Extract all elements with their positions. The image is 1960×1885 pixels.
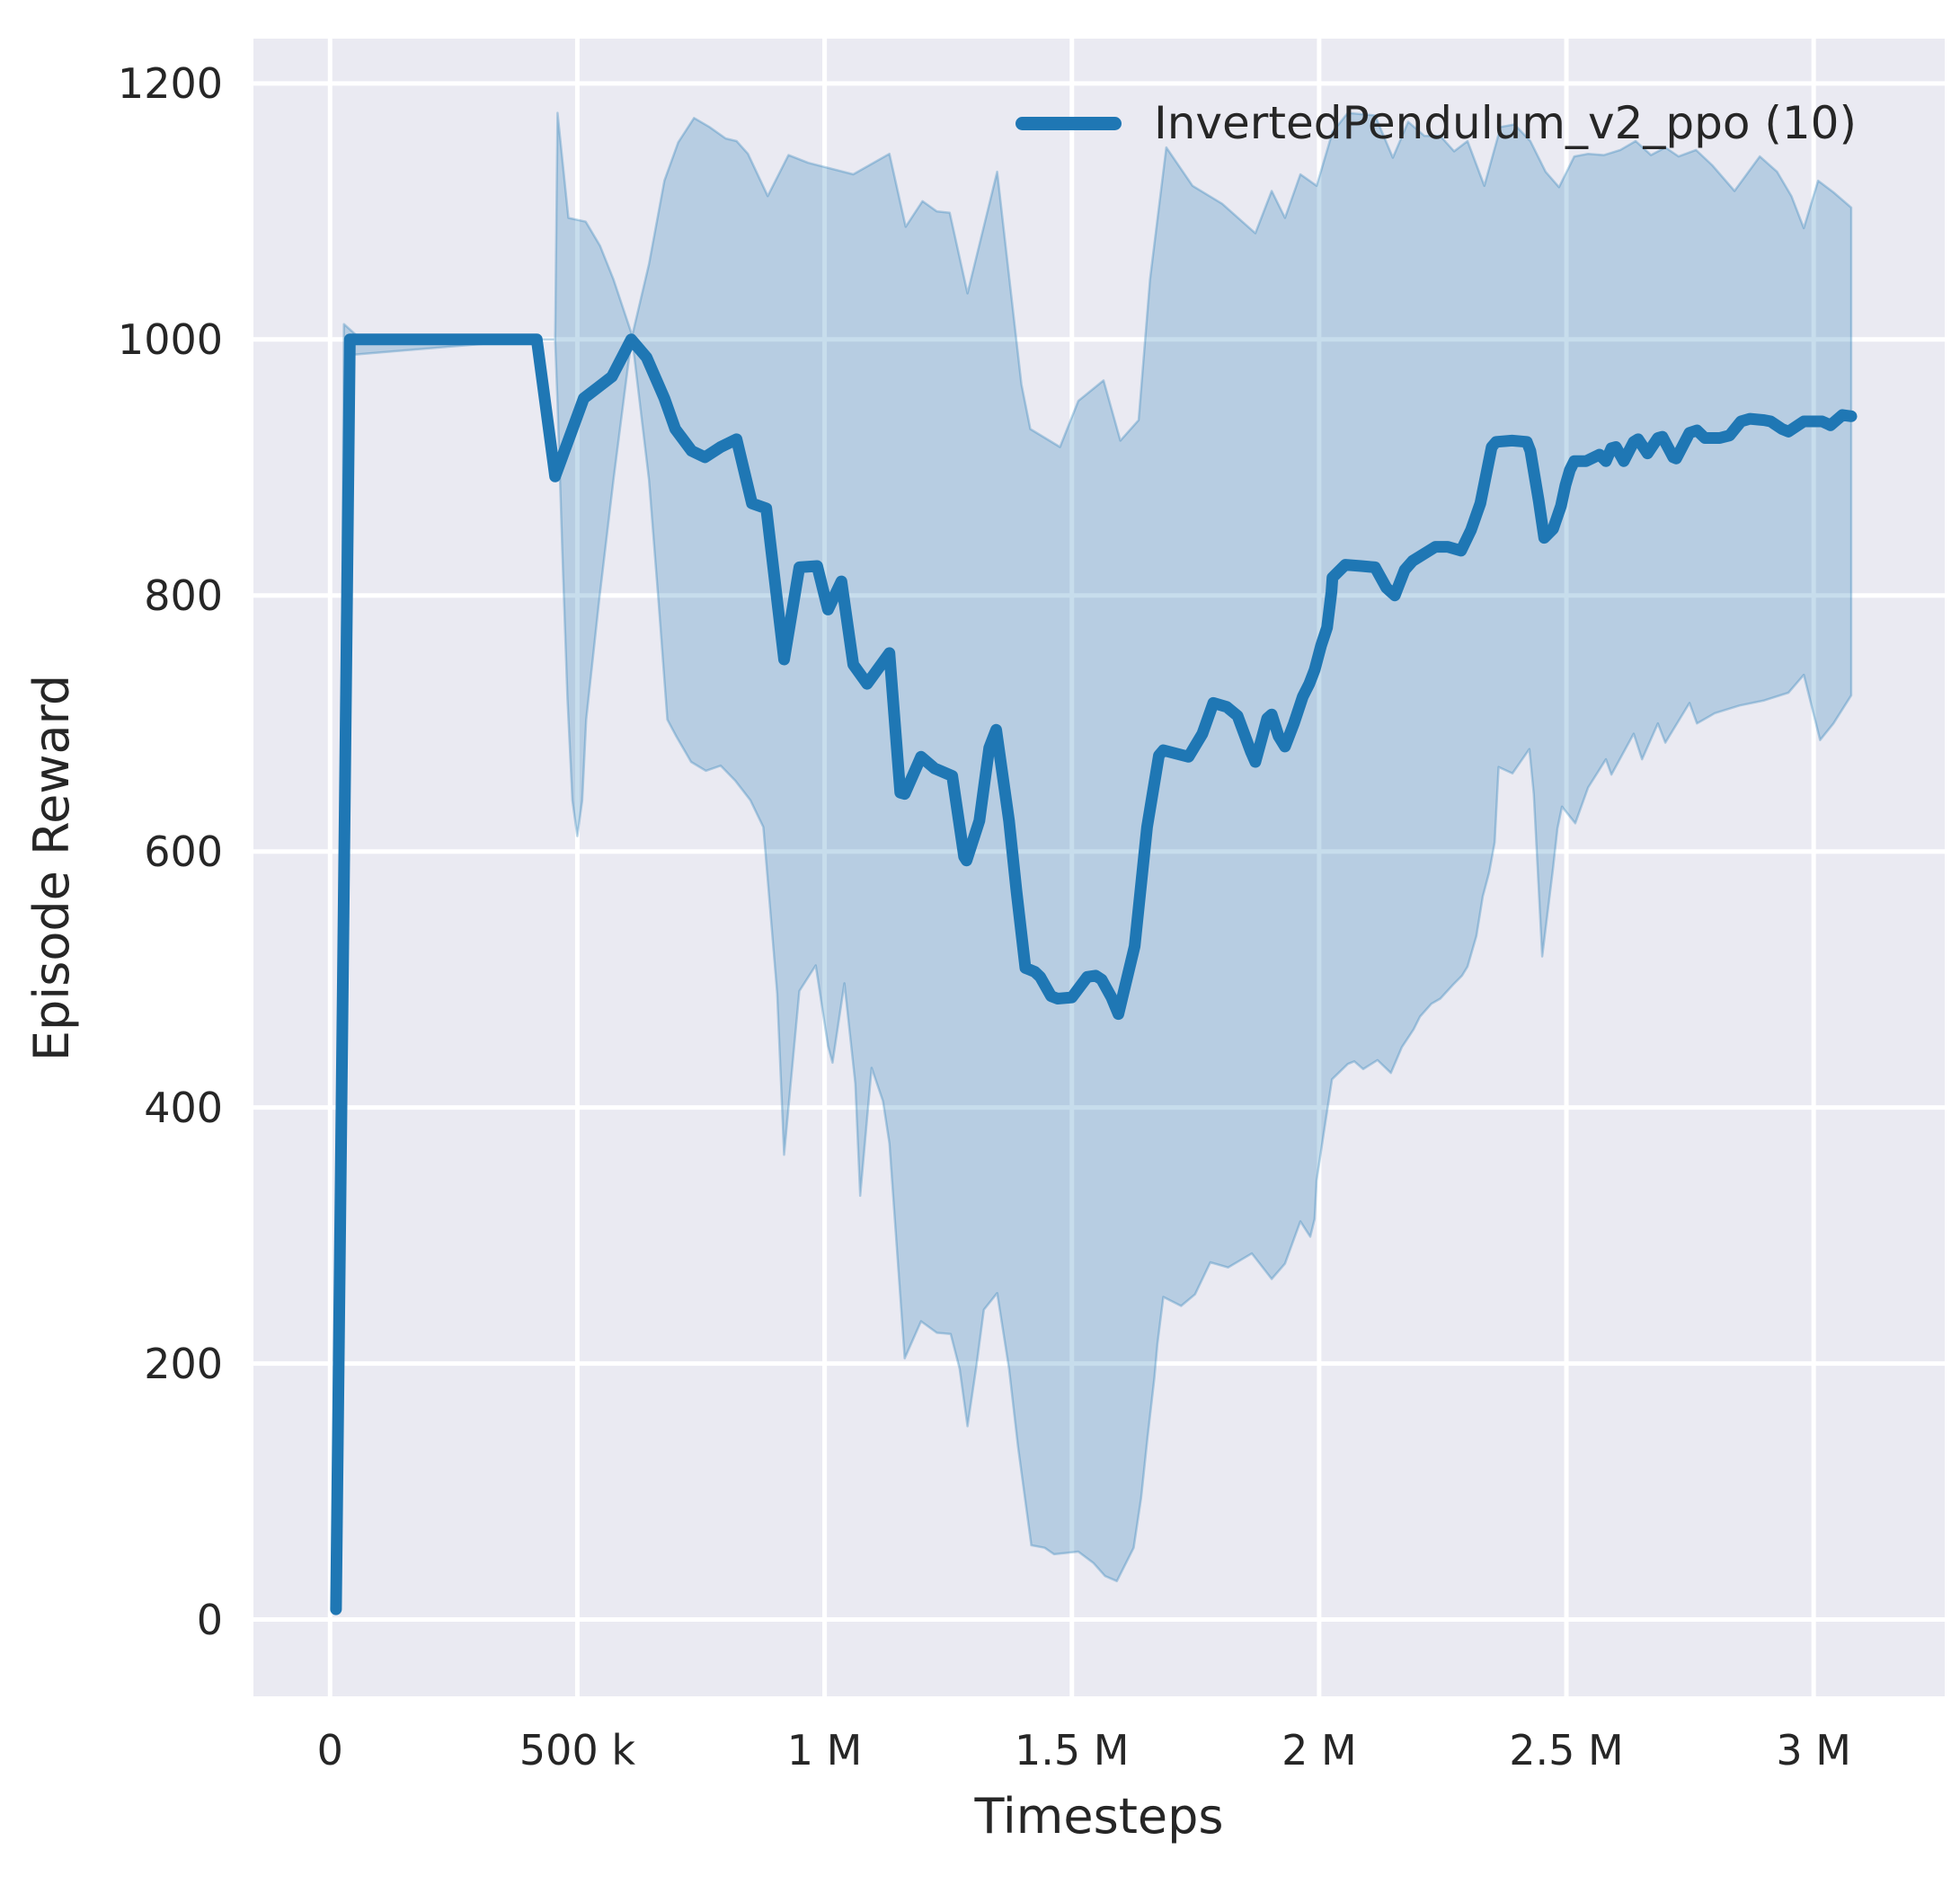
- y-tick-label: 1000: [117, 314, 223, 364]
- y-tick-label: 200: [144, 1339, 223, 1388]
- x-tick-label: 500 k: [519, 1726, 635, 1774]
- legend-line-swatch: [1015, 116, 1122, 130]
- x-axis-label: Timesteps: [974, 1788, 1224, 1845]
- x-tick-label: 3 M: [1776, 1726, 1851, 1774]
- x-tick-label: 1 M: [786, 1726, 863, 1774]
- y-tick-label: 600: [144, 827, 223, 876]
- legend: InvertedPendulum_v2_ppo (10): [1015, 101, 1857, 146]
- x-tick-label: 1.5 M: [1014, 1726, 1130, 1774]
- confidence-band: [334, 111, 1853, 1611]
- axes-background: [253, 39, 1945, 1696]
- y-tick-label: 1200: [117, 58, 223, 108]
- x-tick-label: 2 M: [1282, 1726, 1357, 1774]
- y-tick-label: 0: [196, 1595, 223, 1644]
- y-axis-label: Episode Reward: [23, 674, 80, 1061]
- y-tick-label: 400: [144, 1083, 223, 1132]
- y-tick-label: 800: [144, 571, 223, 620]
- legend-label: InvertedPendulum_v2_ppo (10): [1154, 97, 1857, 149]
- x-tick-label: 0: [316, 1726, 343, 1774]
- reward-line: [330, 333, 1858, 1615]
- x-tick-label: 2.5 M: [1509, 1726, 1624, 1774]
